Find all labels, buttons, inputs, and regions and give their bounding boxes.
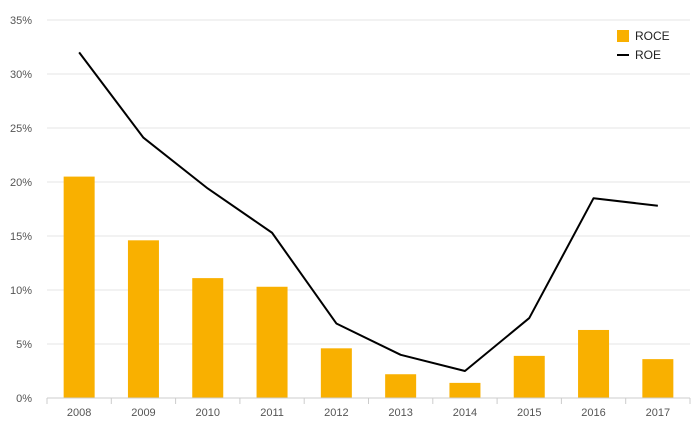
y-tick-label: 35% <box>10 15 32 27</box>
legend-label-roce: ROCE <box>635 29 670 43</box>
legend: ROCE ROE <box>617 29 670 62</box>
y-tick-label: 15% <box>10 231 32 243</box>
roce-bar-2014 <box>449 382 481 398</box>
x-tick-label: 2008 <box>67 407 91 419</box>
roce-bar-2008 <box>63 176 95 398</box>
y-axis-tick-labels: 0% 5% 10% 15% 20% 25% 30% 35% <box>10 15 32 405</box>
roce-bars <box>63 176 674 398</box>
y-tick-label: 25% <box>10 123 32 135</box>
roe-line-series <box>78 51 658 372</box>
legend-label-roe: ROE <box>635 48 661 62</box>
x-tick-label: 2014 <box>453 407 477 419</box>
roce-bar-2009 <box>127 240 159 398</box>
roce-bar-2017 <box>642 359 674 398</box>
legend-swatch-roce <box>617 30 629 42</box>
x-tick-label: 2010 <box>196 407 220 419</box>
x-tick-label: 2013 <box>388 407 412 419</box>
y-tick-label: 5% <box>16 339 32 351</box>
roce-bar-2012 <box>320 348 352 398</box>
y-tick-label: 0% <box>16 393 32 405</box>
roce-bar-2011 <box>256 286 288 398</box>
roce-bar-2010 <box>192 278 224 398</box>
x-tick-label: 2011 <box>260 407 284 419</box>
x-tick-label: 2016 <box>581 407 605 419</box>
x-tick-label: 2015 <box>517 407 541 419</box>
x-tick-label: 2012 <box>324 407 348 419</box>
roe-line <box>78 51 658 372</box>
x-axis: 2008 2009 2010 2011 2012 2013 2014 2015 2016 2017 <box>46 397 691 419</box>
x-tick-label: 2009 <box>131 407 155 419</box>
roce-bar-2015 <box>513 355 545 398</box>
y-tick-label: 30% <box>10 69 32 81</box>
roce-bar-2016 <box>578 329 610 398</box>
y-tick-label: 10% <box>10 285 32 297</box>
roce-bar-2013 <box>385 374 417 398</box>
x-tick-label: 2017 <box>646 407 670 419</box>
y-tick-label: 20% <box>10 177 32 189</box>
